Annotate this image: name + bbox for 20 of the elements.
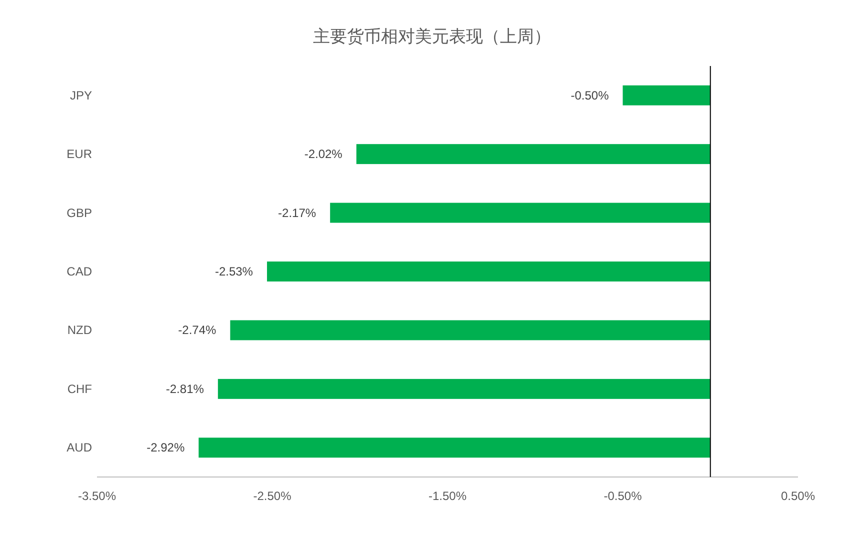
x-tick-label: 0.50% <box>780 489 816 503</box>
y-tick-label: CAD <box>66 264 92 278</box>
y-tick-label: GBP <box>66 206 92 220</box>
data-label: -2.53% <box>214 264 254 278</box>
y-tick-label: JPY <box>70 88 92 102</box>
y-tick-label: AUD <box>66 440 92 455</box>
x-tick-label: -0.50% <box>604 489 642 503</box>
data-label: -2.02% <box>304 147 343 162</box>
data-label: -2.17% <box>278 206 316 220</box>
data-label: -2.81% <box>166 382 204 396</box>
data-label: -2.74% <box>178 323 217 338</box>
y-tick-label: CHF <box>67 382 92 396</box>
y-tick-label: EUR <box>66 147 92 162</box>
x-tick-label: -3.50% <box>78 489 116 503</box>
data-label: -0.50% <box>570 88 610 102</box>
x-tick-label: -1.50% <box>428 489 467 503</box>
x-tick-label: -2.50% <box>253 489 292 503</box>
data-label: -2.92% <box>146 440 185 455</box>
y-tick-label: NZD <box>67 323 92 338</box>
chart-title: 主要货币相对美元表现（上周） <box>313 27 551 46</box>
